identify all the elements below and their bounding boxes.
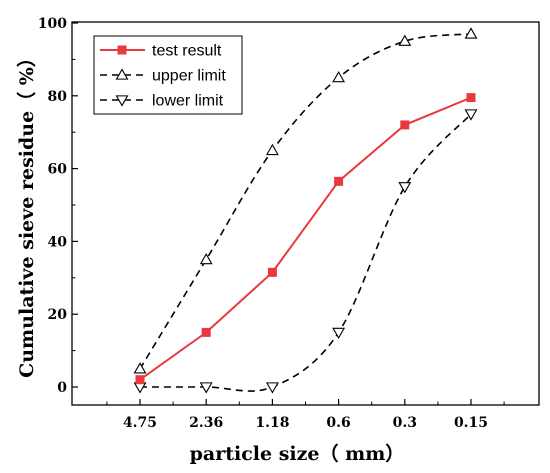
y-tick-label: 20 xyxy=(48,307,68,323)
data-point-test-result xyxy=(135,375,145,385)
y-tick-label: 40 xyxy=(48,234,68,250)
data-point-lower-limit xyxy=(332,327,346,340)
data-point-lower-limit xyxy=(199,382,213,394)
legend-item-upper-limit: upper limit xyxy=(100,68,226,85)
x-axis-title: particle size（ mm） xyxy=(190,442,405,465)
series-line-upper-limit xyxy=(139,33,472,370)
legend-item-lower-limit: lower limit xyxy=(100,93,224,110)
legend-swatch-marker xyxy=(115,95,129,107)
data-point-upper-limit xyxy=(464,27,478,39)
y-tick-label: 60 xyxy=(48,162,68,178)
legend-label: upper limit xyxy=(152,68,226,85)
data-point-upper-limit xyxy=(133,362,147,374)
data-point-lower-limit xyxy=(265,382,279,394)
legend: test result upper limit lower limit xyxy=(93,35,243,115)
x-tick-label: 0.3 xyxy=(393,415,417,431)
x-tick-label: 2.36 xyxy=(189,415,223,431)
series-line-lower-limit xyxy=(139,113,472,392)
series-test-result xyxy=(135,93,476,385)
x-tick-label: 0.15 xyxy=(454,415,488,431)
y-tick-label: 100 xyxy=(38,16,67,32)
y-axis-title: Cumulative sieve residue（ %） xyxy=(15,48,38,378)
data-point-test-result xyxy=(201,327,211,337)
series-line-test-result xyxy=(139,96,472,381)
y-axis: 0 20 40 60 80 100 xyxy=(38,16,78,396)
data-point-lower-limit xyxy=(398,182,412,194)
x-axis: 4.75 2.36 1.18 0.6 0.3 0.15 xyxy=(106,399,505,431)
legend-label: lower limit xyxy=(152,93,224,110)
legend-label: test result xyxy=(152,43,222,60)
x-tick-label: 1.18 xyxy=(255,415,289,431)
data-point-upper-limit xyxy=(265,143,279,156)
x-tick-label: 4.75 xyxy=(123,415,157,431)
data-point-lower-limit xyxy=(464,109,478,121)
legend-item-test-result: test result xyxy=(100,43,222,60)
legend-items: test result upper limit lower limit xyxy=(100,43,226,110)
data-point-upper-limit xyxy=(398,34,412,46)
series-layer xyxy=(133,27,478,394)
data-point-test-result xyxy=(267,267,277,277)
data-point-upper-limit xyxy=(199,252,213,265)
series-upper-limit xyxy=(133,27,478,374)
series-lower-limit xyxy=(133,109,478,394)
y-tick-label: 80 xyxy=(48,89,68,105)
data-point-test-result xyxy=(400,120,410,130)
x-tick-label: 0.6 xyxy=(326,415,350,431)
data-point-test-result xyxy=(466,93,476,103)
y-tick-label: 0 xyxy=(57,380,67,396)
data-point-test-result xyxy=(334,176,344,186)
legend-swatch-marker xyxy=(115,68,129,80)
data-point-upper-limit xyxy=(332,70,346,83)
legend-swatch-marker xyxy=(117,45,127,55)
